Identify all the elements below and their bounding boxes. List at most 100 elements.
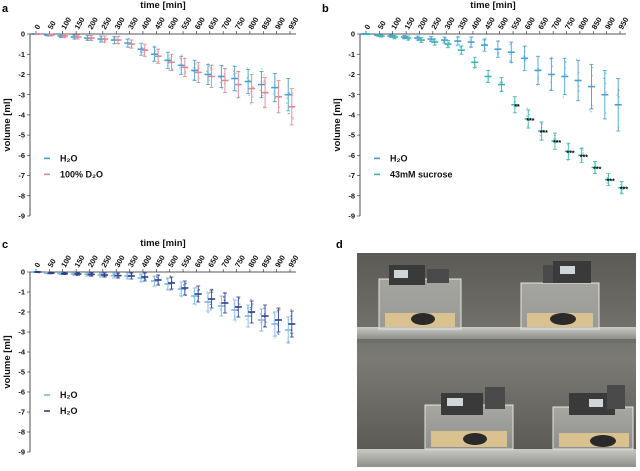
data-point-a-s1-19-4: [292, 116, 294, 119]
data-point-c-s1-11-4: [185, 282, 187, 285]
data-point-a-s0-14-5: [222, 65, 224, 68]
panel-letter-c: c: [2, 239, 8, 251]
x-tick-label-b-13: 650: [536, 16, 550, 31]
significance-b-8: ***: [620, 187, 628, 194]
x-tick-label-c-12: 600: [193, 254, 207, 269]
data-point-b-s1-4-5: [419, 37, 421, 40]
data-point-b-s1-18-0: [606, 182, 609, 184]
data-point-b-s0-15-3: [565, 73, 567, 76]
data-point-a-s0-8-5: [141, 51, 144, 54]
data-point-b-s0-11-5: [509, 43, 511, 46]
x-tick-label-c-1: 50: [46, 257, 58, 269]
x-tick-label-a-16: 800: [246, 16, 260, 31]
data-point-b-s1-12-5: [528, 113, 531, 116]
data-point-b-s1-6-1: [448, 45, 450, 47]
y-tick-label-a-6: -6: [18, 151, 25, 160]
x-tick-label-b-10: 500: [496, 16, 510, 31]
data-point-c-s1-12-2: [198, 289, 200, 291]
data-point-b-s0-19-5: [618, 96, 620, 98]
data-point-b-s1-8-1: [475, 65, 477, 67]
legend-label-b-0: H₂O: [390, 153, 408, 163]
data-point-b-s1-19-0: [622, 188, 624, 191]
data-point-b-s1-7-4: [459, 46, 461, 49]
x-tick-label-a-17: 850: [260, 16, 274, 31]
x-tick-label-c-9: 450: [153, 254, 167, 269]
data-point-a-s0-12-3: [192, 78, 195, 81]
x-tick-label-c-16: 800: [246, 254, 260, 269]
cage-upper-left: [378, 265, 462, 330]
y-tick-label-a-7: -7: [18, 171, 25, 180]
data-point-b-s1-8-4: [473, 67, 476, 70]
data-point-b-s1-14-4: [553, 138, 555, 140]
y-tick-label-b-6: -6: [348, 151, 355, 160]
data-point-c-s1-16-1: [250, 298, 252, 301]
x-tick-label-a-11: 550: [179, 16, 193, 31]
data-point-b-s0-11-4: [509, 60, 511, 62]
cage-upper-right: [520, 261, 600, 330]
x-axis-title-a: time [min]: [140, 0, 185, 11]
data-point-c-s1-16-0: [249, 308, 252, 311]
y-tick-label-b-8: -8: [348, 191, 355, 200]
legend-label-c-0: H₂O: [60, 390, 78, 400]
data-point-c-s1-17-4: [265, 321, 267, 323]
y-tick-label-b-1: -1: [348, 50, 355, 59]
y-tick-label-c-9: -9: [18, 448, 25, 457]
data-point-c-s1-10-4: [169, 275, 172, 277]
significance-b-5: ***: [580, 154, 588, 161]
data-point-c-s0-13-4: [206, 290, 209, 292]
data-point-a-s1-16-3: [252, 86, 254, 88]
data-point-b-s0-18-2: [604, 112, 607, 114]
y-tick-label-c-8: -8: [18, 428, 25, 437]
data-point-a-s0-19-2: [287, 112, 290, 115]
data-point-c-s1-16-5: [252, 303, 254, 305]
data-point-c-s1-10-3: [171, 289, 173, 291]
y-tick-label-c-4: -4: [18, 348, 25, 357]
x-tick-label-b-9: 450: [483, 16, 497, 31]
data-point-b-s0-18-1: [605, 72, 607, 74]
cage-lower-left: [424, 387, 514, 450]
x-tick-label-c-10: 500: [166, 254, 180, 269]
x-tick-label-a-7: 350: [126, 16, 140, 31]
data-point-a-s0-16-5: [248, 94, 250, 96]
y-tick-label-b-9: -9: [348, 212, 355, 221]
x-tick-label-c-7: 350: [126, 254, 140, 269]
x-tick-label-a-9: 450: [153, 16, 167, 31]
y-tick-label-c-6: -6: [18, 388, 25, 397]
data-point-a-s0-19-1: [286, 102, 288, 104]
x-axis-title-b: time [min]: [470, 0, 515, 11]
x-tick-label-b-14: 700: [550, 16, 564, 31]
x-tick-label-b-19: 950: [616, 16, 630, 31]
data-point-a-s1-18-4: [278, 106, 281, 109]
data-point-a-s0-10-0: [168, 57, 170, 60]
x-tick-label-a-19: 950: [286, 16, 300, 31]
data-point-b-s0-16-5: [578, 90, 581, 92]
data-point-b-s0-9-1: [484, 39, 487, 41]
data-point-b-s0-5-1: [429, 39, 431, 42]
legend-label-a-1: 100% D₂O: [60, 169, 103, 179]
data-point-a-s1-13-4: [209, 67, 212, 70]
data-point-c-s0-12-1: [194, 304, 197, 306]
data-point-a-s0-13-4: [208, 65, 211, 67]
data-point-c-s0-15-5: [234, 305, 237, 307]
data-point-b-s1-10-4: [501, 90, 504, 92]
y-tick-label-c-5: -5: [18, 368, 25, 377]
data-point-c-s1-18-1: [278, 309, 281, 311]
x-axis-title-c: time [min]: [140, 238, 185, 249]
data-point-a-s0-19-3: [288, 112, 291, 115]
data-point-b-s0-11-2: [510, 62, 513, 64]
x-tick-label-b-15: 750: [563, 16, 577, 31]
data-point-a-s0-13-0: [208, 79, 211, 81]
data-point-a-s1-3-5: [76, 35, 78, 37]
data-point-b-s1-14-1: [555, 138, 557, 140]
data-point-c-s0-11-3: [179, 292, 181, 295]
x-tick-label-b-18: 900: [603, 16, 617, 31]
data-point-b-s1-16-1: [582, 149, 584, 151]
data-point-c-s1-15-1: [239, 303, 241, 305]
data-point-b-s0-18-5: [605, 91, 607, 94]
data-point-c-s0-18-3: [272, 312, 275, 314]
upper-shelf: [357, 327, 636, 339]
data-point-c-s0-17-2: [261, 321, 264, 323]
x-tick-label-a-4: 200: [86, 16, 100, 31]
data-point-a-s0-17-1: [259, 89, 261, 92]
data-point-a-s0-14-1: [219, 81, 222, 84]
